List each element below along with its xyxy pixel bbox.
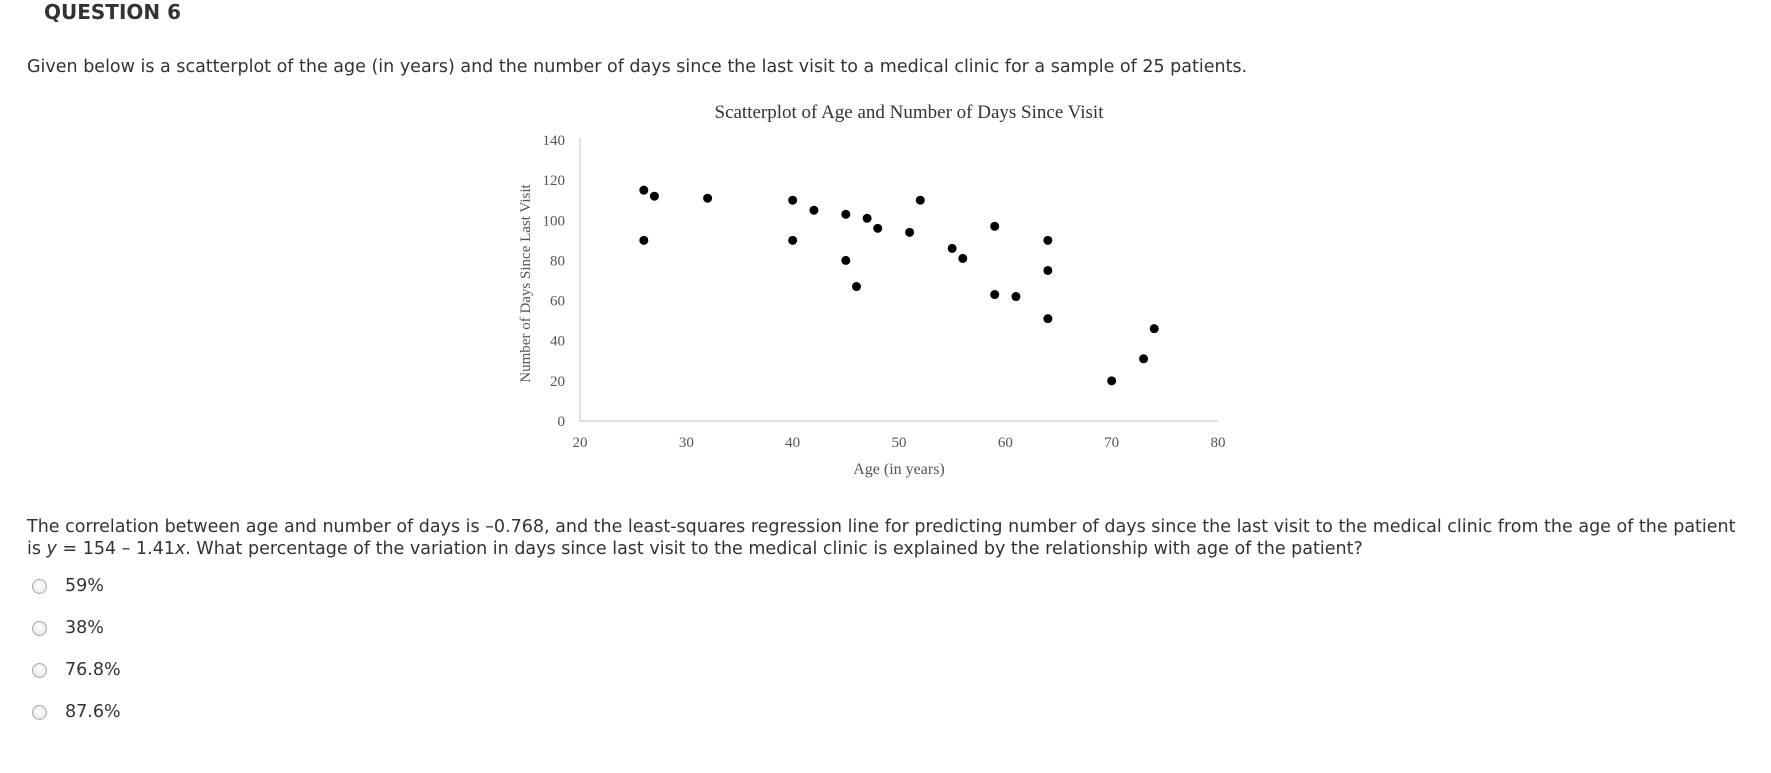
y-tick-label: 20 <box>550 374 565 390</box>
data-point <box>947 243 957 253</box>
data-point <box>1139 354 1149 364</box>
y-tick-label: 60 <box>550 294 565 310</box>
data-point <box>958 253 968 263</box>
y-tick-label: 120 <box>543 173 566 189</box>
answer-option-3[interactable]: 76.8% <box>32 657 121 683</box>
data-point <box>862 213 872 223</box>
x-tick-label: 30 <box>679 435 694 451</box>
data-point <box>1043 235 1053 245</box>
x-tick-label: 50 <box>892 435 907 451</box>
data-point <box>1043 314 1053 324</box>
question-body: The correlation between age and number o… <box>27 516 1747 560</box>
answer-option-4[interactable]: 87.6% <box>32 699 121 725</box>
radio-button-icon[interactable] <box>32 662 47 678</box>
y-tick-label: 140 <box>543 133 566 149</box>
data-point <box>990 290 1000 300</box>
answer-option-label: 59% <box>65 576 104 596</box>
radio-button-icon[interactable] <box>32 578 47 594</box>
question-header: QUESTION 6 <box>44 0 182 24</box>
radio-button-icon[interactable] <box>32 704 47 720</box>
data-point <box>788 235 798 245</box>
y-tick-label: 40 <box>550 334 565 350</box>
chart-title: Scatterplot of Age and Number of Days Si… <box>715 102 1105 123</box>
x-tick-label: 20 <box>573 435 588 451</box>
question-intro: Given below is a scatterplot of the age … <box>27 57 1248 77</box>
data-point <box>639 235 649 245</box>
answer-option-label: 76.8% <box>65 660 121 680</box>
x-tick-label: 40 <box>785 435 800 451</box>
answer-option-1[interactable]: 59% <box>32 573 104 599</box>
x-tick-label: 60 <box>998 435 1013 451</box>
y-tick-label: 80 <box>550 253 565 269</box>
x-tick-label: 70 <box>1104 435 1119 451</box>
y-axis-label: Number of Days Since Last Visit <box>518 183 534 382</box>
data-point <box>841 209 851 219</box>
answer-option-2[interactable]: 38% <box>32 615 104 641</box>
answer-option-label: 87.6% <box>65 702 121 722</box>
question-body-mid: = 154 – 1.41 <box>56 539 175 559</box>
data-point <box>788 195 798 205</box>
data-point <box>841 255 851 265</box>
y-tick-label: 100 <box>543 213 566 229</box>
data-point <box>905 227 915 237</box>
question-body-x: x <box>174 539 186 559</box>
data-point <box>990 221 1000 231</box>
data-point <box>915 195 925 205</box>
question-body-part1: The correlation between age and number o… <box>27 517 1736 559</box>
data-point <box>1149 324 1159 334</box>
radio-button-icon[interactable] <box>32 620 47 636</box>
data-point <box>1011 292 1021 302</box>
y-tick-label: 0 <box>558 414 566 430</box>
data-point <box>1107 376 1117 386</box>
data-point <box>1043 265 1053 275</box>
question-body-part2: . What percentage of the variation in da… <box>185 539 1363 559</box>
question-body-y: y <box>46 539 57 559</box>
data-point <box>873 223 883 233</box>
data-point <box>649 191 659 201</box>
x-tick-label: 80 <box>1211 435 1226 451</box>
answer-option-label: 38% <box>65 618 104 638</box>
x-axis-label: Age (in years) <box>853 461 945 478</box>
data-point <box>851 282 861 292</box>
data-point <box>639 185 649 195</box>
data-point <box>809 205 819 215</box>
data-point <box>703 193 713 203</box>
